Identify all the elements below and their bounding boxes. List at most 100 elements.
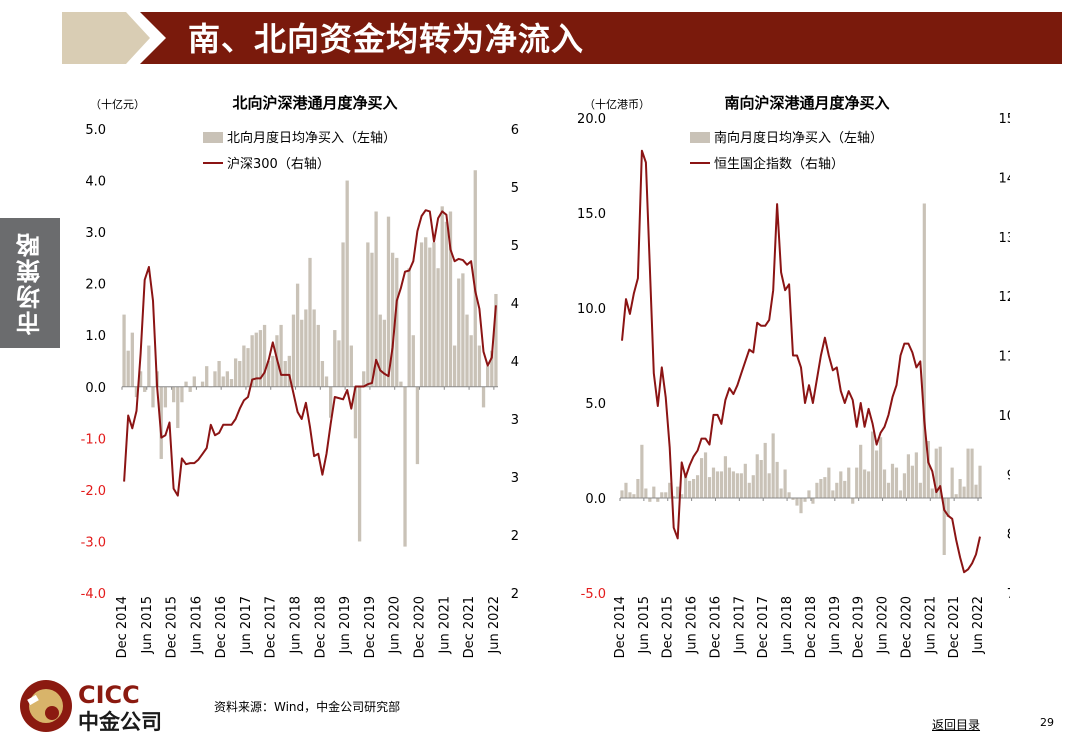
bar bbox=[692, 479, 696, 498]
bar bbox=[859, 444, 863, 498]
left-axis-tick: -1.0 bbox=[81, 432, 106, 447]
x-axis-tick-label: Dec 2019 bbox=[852, 596, 867, 658]
bar bbox=[238, 361, 242, 387]
logo-cut bbox=[27, 694, 39, 706]
left-axis-tick: -4.0 bbox=[81, 587, 106, 602]
bar bbox=[775, 461, 779, 498]
bar-series bbox=[122, 170, 498, 547]
bar bbox=[668, 482, 672, 498]
bar bbox=[731, 471, 735, 498]
bar bbox=[382, 319, 387, 387]
bar bbox=[791, 498, 795, 500]
left-axis-tick: -2.0 bbox=[81, 484, 106, 499]
x-axis-tick-label: Dec 2016 bbox=[708, 596, 723, 658]
bar bbox=[855, 467, 859, 498]
left-axis-tick: 2.0 bbox=[85, 278, 106, 293]
x-axis-tick-label: Jun 2018 bbox=[289, 596, 304, 655]
bar bbox=[399, 381, 403, 387]
bar bbox=[151, 386, 155, 408]
x-axis-tick-label: Jun 2019 bbox=[338, 596, 353, 655]
bar bbox=[126, 350, 130, 387]
legend-bar-swatch bbox=[203, 132, 223, 143]
bar bbox=[353, 386, 358, 439]
bar bbox=[213, 371, 217, 387]
bar bbox=[378, 314, 382, 387]
bar bbox=[640, 444, 644, 498]
bar bbox=[799, 498, 803, 514]
bar bbox=[494, 293, 498, 387]
right-axis-tick: 5,000 bbox=[511, 239, 520, 254]
bar bbox=[465, 314, 469, 387]
bar bbox=[432, 242, 436, 387]
right-axis-tick: 9,000 bbox=[1007, 468, 1010, 483]
bar bbox=[962, 486, 966, 498]
bar bbox=[324, 376, 329, 387]
legend-label: 北向月度日均净买入（左轴） bbox=[227, 130, 396, 146]
x-axis-tick-label: Jun 2017 bbox=[239, 596, 254, 655]
right-axis-tick: 11,000 bbox=[999, 350, 1011, 365]
bar bbox=[882, 469, 887, 498]
bar bbox=[440, 206, 444, 387]
right-axis-tick: 3,000 bbox=[511, 471, 520, 486]
right-axis-tick: 6,000 bbox=[511, 123, 520, 138]
bar-series bbox=[620, 203, 982, 555]
bar bbox=[130, 332, 134, 387]
bar bbox=[436, 268, 440, 387]
bar bbox=[715, 471, 720, 498]
bar bbox=[395, 257, 399, 387]
bar bbox=[902, 473, 907, 498]
bar bbox=[656, 498, 660, 502]
x-axis-tick-label: Dec 2019 bbox=[363, 596, 378, 658]
left-axis-tick: 10.0 bbox=[577, 302, 606, 317]
bar bbox=[308, 257, 312, 387]
southbound-chart: 南向沪深港通月度净买入 （十亿港币）20.0 15.0 10.0 5.0 0.0 -5.0 1… bbox=[577, 94, 1011, 658]
bar bbox=[684, 475, 688, 498]
x-axis-tick-label: Dec 2017 bbox=[264, 596, 279, 658]
bar bbox=[863, 469, 867, 498]
x-axis-tick-label: Jun 2022 bbox=[487, 596, 502, 655]
banner-tab-shape bbox=[62, 12, 150, 64]
bar bbox=[444, 221, 449, 387]
x-axis-tick-label: Jun 2021 bbox=[437, 596, 452, 655]
bar bbox=[357, 386, 362, 542]
logo-inner-circle bbox=[29, 689, 63, 723]
bar bbox=[835, 482, 839, 498]
right-axis-tick: 10,000 bbox=[999, 409, 1011, 424]
bar bbox=[490, 350, 494, 387]
banner-background bbox=[140, 12, 1062, 64]
bar bbox=[711, 467, 716, 498]
bar bbox=[894, 467, 899, 498]
bar bbox=[312, 309, 316, 387]
bar bbox=[366, 242, 370, 387]
x-axis-tick-label: Dec 2015 bbox=[165, 596, 180, 658]
bar bbox=[783, 469, 787, 498]
back-to-toc-link[interactable]: 返回目录 bbox=[932, 718, 981, 732]
bar bbox=[735, 473, 739, 498]
bar bbox=[707, 477, 712, 498]
left-axis-tick: 5.0 bbox=[85, 123, 106, 138]
bar bbox=[847, 467, 851, 498]
bar bbox=[254, 332, 258, 387]
right-axis-tick: 4,000 bbox=[511, 355, 520, 370]
bar bbox=[898, 490, 903, 498]
source-note: 资料来源：Wind，中金公司研究部 bbox=[214, 700, 401, 714]
bar bbox=[374, 211, 378, 387]
x-axis-tick-label: Jun 2022 bbox=[971, 596, 986, 655]
bar bbox=[180, 386, 184, 403]
bar bbox=[819, 479, 823, 498]
bar bbox=[966, 448, 970, 498]
bar bbox=[262, 324, 267, 387]
bar bbox=[349, 345, 353, 387]
bar bbox=[225, 371, 230, 387]
bar bbox=[242, 345, 246, 387]
bar bbox=[815, 482, 819, 498]
bar bbox=[390, 252, 395, 387]
bar bbox=[878, 437, 883, 498]
x-axis-tick-label: Jun 2021 bbox=[923, 596, 938, 655]
x-axis-tick-label: Jun 2018 bbox=[780, 596, 795, 655]
legend-label: 沪深300（右轴） bbox=[227, 156, 330, 172]
unit-label: （十亿元） bbox=[90, 97, 145, 111]
bar bbox=[287, 355, 291, 387]
bar bbox=[370, 252, 374, 387]
logo-text-cn: 中金公司 bbox=[78, 710, 162, 734]
